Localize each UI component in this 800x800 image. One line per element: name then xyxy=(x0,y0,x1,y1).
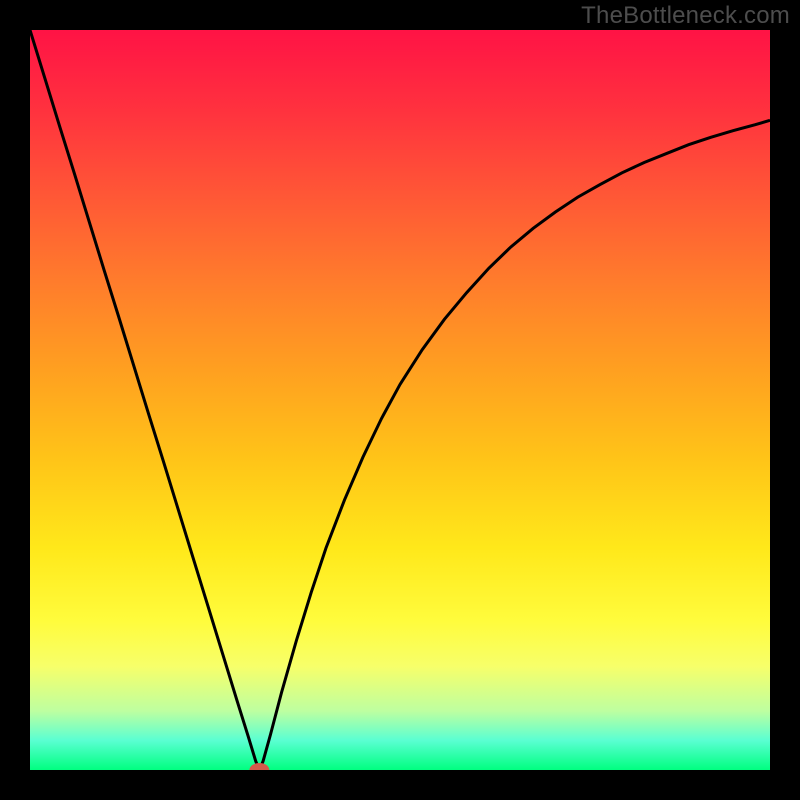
chart-container: TheBottleneck.com xyxy=(0,0,800,800)
bottleneck-chart xyxy=(0,0,800,800)
watermark-text: TheBottleneck.com xyxy=(581,2,790,30)
gradient-panel xyxy=(30,30,770,770)
